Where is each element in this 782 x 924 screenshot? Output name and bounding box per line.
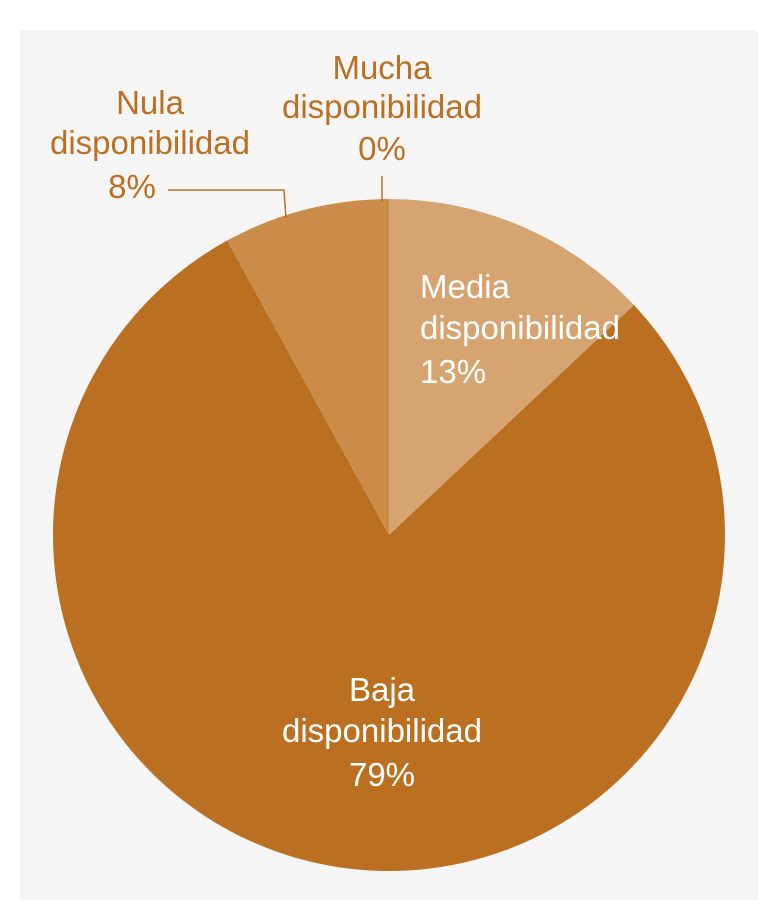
pie-slice-media (389, 199, 634, 535)
chart-panel: Mucha disponibilidad 0% Nula disponibili… (20, 30, 758, 900)
label-baja-line1: Baja (349, 671, 416, 708)
label-media-line2: disponibilidad (420, 309, 620, 346)
label-mucha-value: 0% (358, 130, 406, 167)
label-nula-line2: disponibilidad (50, 124, 250, 161)
pie-slice-nula (227, 199, 389, 535)
label-mucha-line1: Mucha (332, 49, 432, 86)
pie-slice-baja (52, 240, 726, 871)
label-mucha-line2: disponibilidad (282, 88, 482, 125)
label-media-value: 13% (420, 353, 486, 390)
label-mucha: Mucha disponibilidad 0% (282, 49, 482, 167)
label-media-line1: Media (420, 268, 511, 305)
label-baja: Baja disponibilidad 79% (282, 671, 482, 793)
label-baja-value: 79% (349, 756, 415, 793)
label-baja-line2: disponibilidad (282, 712, 482, 749)
leader-line-nula (168, 189, 287, 219)
label-nula-line1: Nula (116, 84, 185, 121)
label-nula-value: 8% (108, 168, 156, 205)
label-media: Media disponibilidad 13% (420, 268, 620, 390)
label-nula: Nula disponibilidad 8% (50, 84, 250, 205)
pie-chart: Mucha disponibilidad 0% Nula disponibili… (50, 49, 726, 871)
